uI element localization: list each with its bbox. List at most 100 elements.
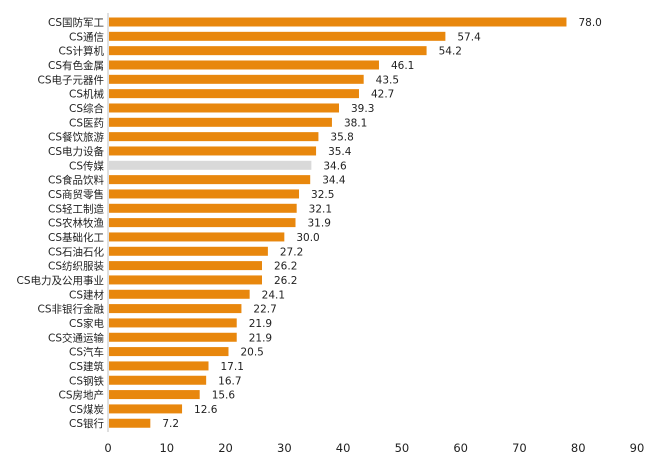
bar-20 — [109, 289, 250, 299]
bar-17 — [109, 246, 268, 256]
x-axis-ticks: 0 10 20 30 40 50 60 70 80 90 — [104, 441, 644, 455]
value-label-20: 24.1 — [262, 289, 285, 301]
category-label-23: CS交通运输 — [48, 331, 104, 344]
category-label-2: CS通信 — [69, 31, 104, 43]
category-label-4: CS有色金属 — [48, 59, 104, 72]
bar-15 — [109, 218, 296, 228]
category-label-27: CS房地产 — [59, 389, 105, 402]
value-labels: 78.0 57.4 54.2 46.1 43.5 42.7 39.3 38.1 35.8 35.4… — [162, 17, 602, 430]
value-label-29: 7.2 — [162, 418, 179, 430]
bar-5 — [109, 74, 364, 84]
bar-7 — [109, 103, 339, 113]
category-label-11: CS传媒 — [69, 159, 104, 172]
value-label-16: 30.0 — [296, 232, 319, 244]
x-tick-label-50: 50 — [395, 441, 410, 455]
bar-10 — [109, 146, 317, 156]
category-label-17: CS石油石化 — [48, 245, 104, 258]
value-label-3: 54.2 — [439, 46, 462, 58]
category-label-25: CS建筑 — [69, 360, 104, 373]
bar-4 — [109, 60, 379, 70]
category-label-15: CS农林牧渔 — [48, 217, 104, 230]
value-label-1: 78.0 — [578, 17, 601, 29]
category-label-26: CS钢铁 — [69, 374, 104, 387]
x-tick-label-30: 30 — [277, 441, 292, 455]
value-label-18: 26.2 — [274, 261, 297, 273]
bar-8 — [109, 117, 332, 127]
category-label-28: CS煤炭 — [69, 403, 104, 416]
category-label-20: CS建材 — [69, 288, 104, 301]
bar-28 — [109, 404, 183, 414]
value-label-10: 35.4 — [328, 146, 352, 158]
category-label-5: CS电子元器件 — [38, 73, 105, 86]
value-label-5: 43.5 — [376, 74, 399, 86]
bar-16 — [109, 232, 285, 242]
category-label-7: CS综合 — [69, 102, 104, 115]
x-tick-label-60: 60 — [453, 441, 468, 455]
bar-6 — [109, 89, 359, 99]
bar-19 — [109, 275, 262, 285]
category-label-29: CS银行 — [69, 417, 104, 430]
category-label-9: CS餐饮旅游 — [48, 131, 104, 144]
x-tick-label-90: 90 — [630, 441, 645, 455]
value-label-8: 38.1 — [344, 117, 367, 129]
bar-23 — [109, 332, 237, 342]
value-label-17: 27.2 — [280, 246, 303, 258]
category-label-10: CS电力设备 — [48, 145, 104, 158]
x-tick-label-40: 40 — [336, 441, 351, 455]
value-label-25: 17.1 — [221, 361, 244, 373]
value-label-12: 34.4 — [322, 175, 346, 187]
bar-18 — [109, 261, 262, 271]
value-label-28: 12.6 — [194, 404, 218, 416]
value-label-26: 16.7 — [218, 375, 241, 387]
x-tick-label-70: 70 — [512, 441, 527, 455]
bar-13 — [109, 189, 300, 199]
category-label-13: CS商贸零售 — [48, 188, 104, 201]
bar-24 — [109, 347, 229, 357]
x-tick-label-20: 20 — [218, 441, 233, 455]
value-label-22: 21.9 — [249, 318, 272, 330]
category-label-24: CS汽车 — [69, 346, 104, 359]
bar-21 — [109, 304, 242, 314]
category-label-22: CS家电 — [69, 317, 104, 330]
category-label-18: CS纺织服装 — [48, 260, 104, 273]
value-label-13: 32.5 — [311, 189, 334, 201]
value-label-21: 22.7 — [253, 304, 276, 316]
value-label-19: 26.2 — [274, 275, 297, 287]
x-tick-label-80: 80 — [571, 441, 586, 455]
category-label-8: CS医药 — [69, 117, 104, 129]
value-label-23: 21.9 — [249, 332, 272, 344]
value-label-15: 31.9 — [308, 218, 331, 230]
category-label-16: CS基础化工 — [48, 231, 104, 244]
category-label-12: CS食品饮料 — [48, 174, 104, 187]
bar-9 — [109, 132, 319, 142]
value-label-7: 39.3 — [351, 103, 374, 115]
value-label-2: 57.4 — [457, 31, 481, 43]
bar-1 — [109, 17, 567, 27]
x-tick-label-0: 0 — [104, 441, 111, 455]
category-label-19: CS电力及公用事业 — [17, 274, 105, 287]
bar-25 — [109, 361, 209, 371]
bar-2 — [109, 31, 446, 41]
bar-12 — [109, 175, 311, 185]
value-label-14: 32.1 — [309, 203, 332, 215]
bar-27 — [109, 390, 200, 400]
category-label-21: CS非银行金融 — [38, 303, 105, 316]
bar-26 — [109, 375, 207, 385]
bar-22 — [109, 318, 237, 328]
category-label-1: CS国防军工 — [48, 16, 104, 29]
value-label-24: 20.5 — [240, 347, 263, 359]
bar-3 — [109, 46, 427, 56]
bar-14 — [109, 203, 297, 213]
value-label-6: 42.7 — [371, 89, 394, 101]
category-label-3: CS计算机 — [59, 45, 105, 58]
value-label-9: 35.8 — [330, 132, 353, 144]
value-label-11: 34.6 — [323, 160, 347, 172]
value-label-27: 15.6 — [212, 390, 236, 402]
category-label-6: CS机械 — [69, 88, 104, 101]
x-tick-label-10: 10 — [159, 441, 174, 455]
bar-11 — [109, 160, 312, 170]
bars-group — [109, 17, 567, 428]
bar-29 — [109, 418, 151, 428]
